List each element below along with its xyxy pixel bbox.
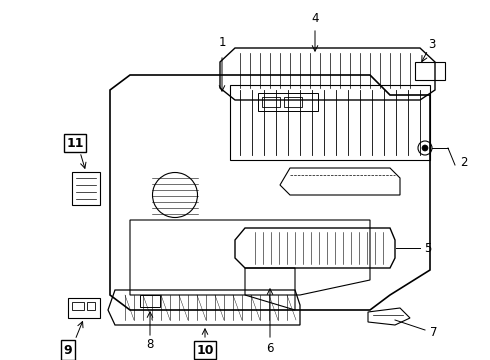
Bar xyxy=(258,93,318,111)
Text: 11: 11 xyxy=(66,136,84,149)
Text: 5: 5 xyxy=(424,242,431,255)
Text: 10: 10 xyxy=(196,343,214,356)
Text: 6: 6 xyxy=(266,342,274,355)
Circle shape xyxy=(422,145,428,151)
Text: 8: 8 xyxy=(147,338,154,351)
Text: 3: 3 xyxy=(428,37,436,50)
Bar xyxy=(262,97,280,107)
Text: 7: 7 xyxy=(430,327,438,339)
Text: 2: 2 xyxy=(460,156,467,168)
Text: 4: 4 xyxy=(311,12,319,24)
Text: 9: 9 xyxy=(64,343,73,356)
Bar xyxy=(284,97,302,107)
Bar xyxy=(87,302,95,310)
Bar xyxy=(140,295,160,307)
Bar xyxy=(72,302,84,310)
Text: 1: 1 xyxy=(218,36,226,49)
